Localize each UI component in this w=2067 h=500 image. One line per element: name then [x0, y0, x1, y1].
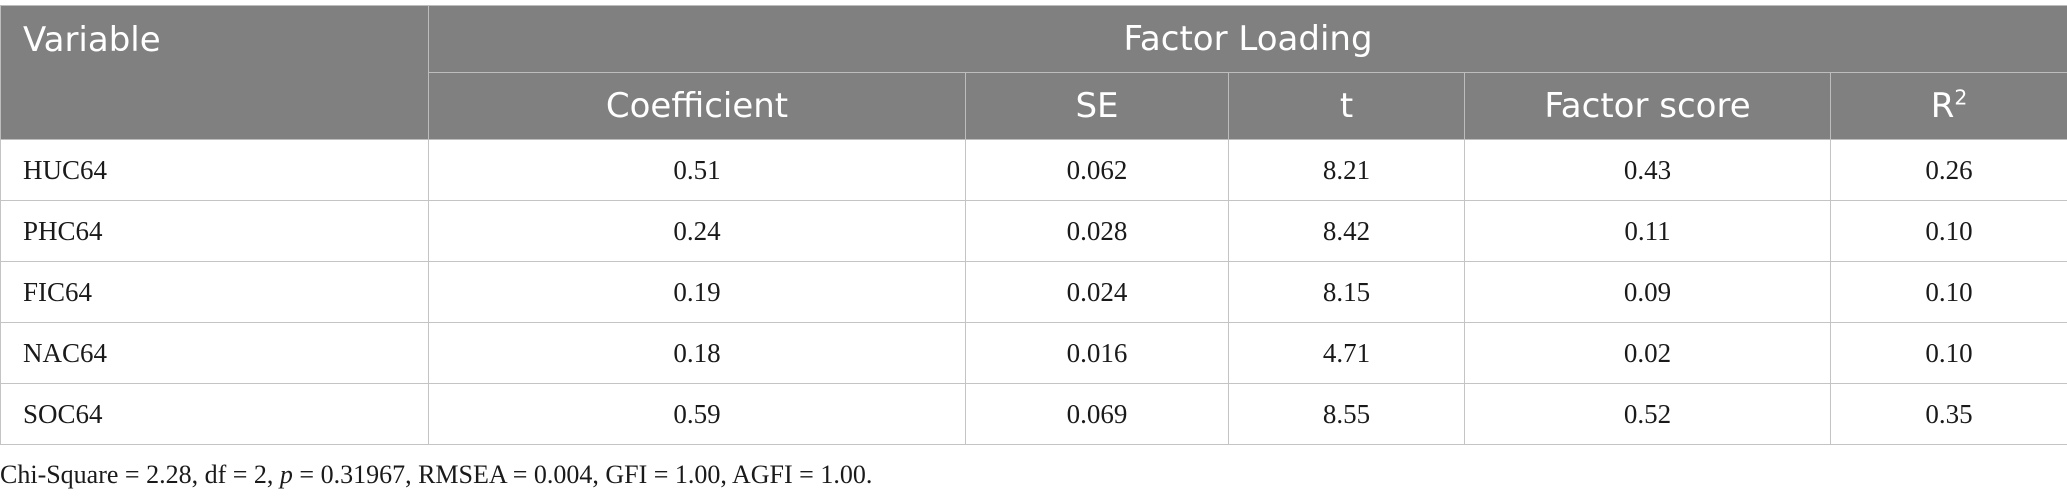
cell-variable: NAC64 — [0, 322, 429, 384]
footnote-p-symbol: p — [279, 460, 293, 489]
cell-t: 8.21 — [1228, 139, 1465, 201]
header-row-1: Variable Factor Loading — [0, 5, 2067, 140]
cell-se: 0.028 — [965, 200, 1229, 262]
header-factor-score: Factor score — [1464, 72, 1831, 140]
table-row: HUC64 0.51 0.062 8.21 0.43 0.26 — [0, 139, 2067, 201]
cell-t: 8.42 — [1228, 200, 1465, 262]
cell-se: 0.062 — [965, 139, 1229, 201]
cell-variable: SOC64 — [0, 383, 429, 445]
factor-loading-table: Variable Factor Loading Coefficient SE t… — [0, 5, 2067, 445]
cell-se: 0.016 — [965, 322, 1229, 384]
cell-coefficient: 0.19 — [428, 261, 966, 323]
table-row: PHC64 0.24 0.028 8.42 0.11 0.10 — [0, 200, 2067, 262]
header-r2: R2 — [1829, 72, 2067, 140]
cell-r2: 0.10 — [1829, 200, 2067, 262]
header-factor-loading: Factor Loading — [427, 5, 2067, 73]
cell-r2: 0.26 — [1829, 139, 2067, 201]
cell-factor-score: 0.43 — [1464, 139, 1831, 201]
table-row: NAC64 0.18 0.016 4.71 0.02 0.10 — [0, 322, 2067, 384]
cell-coefficient: 0.51 — [428, 139, 966, 201]
header-r2-superscript: 2 — [1954, 85, 1968, 110]
header-se: SE — [965, 72, 1229, 140]
cell-t: 8.15 — [1228, 261, 1465, 323]
header-t: t — [1228, 72, 1465, 140]
table-row: FIC64 0.19 0.024 8.15 0.09 0.10 — [0, 261, 2067, 323]
cell-variable: PHC64 — [0, 200, 429, 262]
cell-coefficient: 0.18 — [428, 322, 966, 384]
header-r2-base: R — [1930, 86, 1955, 126]
cell-r2: 0.10 — [1829, 261, 2067, 323]
table-footnote: Chi-Square = 2.28, df = 2, p = 0.31967, … — [0, 460, 872, 490]
header-coefficient: Coefficient — [428, 72, 966, 140]
footnote-text-start: Chi-Square = 2.28, df = 2, — [0, 460, 280, 489]
cell-variable: FIC64 — [0, 261, 429, 323]
cell-r2: 0.10 — [1829, 322, 2067, 384]
cell-t: 8.55 — [1228, 383, 1465, 445]
cell-coefficient: 0.24 — [428, 200, 966, 262]
cell-coefficient: 0.59 — [428, 383, 966, 445]
cell-r2: 0.35 — [1829, 383, 2067, 445]
header-variable: Variable — [0, 5, 429, 140]
cell-factor-score: 0.11 — [1464, 200, 1831, 262]
cell-se: 0.024 — [965, 261, 1229, 323]
cell-variable: HUC64 — [0, 139, 429, 201]
cell-factor-score: 0.09 — [1464, 261, 1831, 323]
header-row-2: Coefficient SE t Factor score R2 — [1, 72, 2067, 140]
cell-t: 4.71 — [1228, 322, 1465, 384]
cell-se: 0.069 — [965, 383, 1229, 445]
cell-factor-score: 0.52 — [1464, 383, 1831, 445]
footnote-text-end: = 0.31967, RMSEA = 0.004, GFI = 1.00, AG… — [292, 460, 873, 489]
table-row: SOC64 0.59 0.069 8.55 0.52 0.35 — [0, 383, 2067, 445]
cell-factor-score: 0.02 — [1464, 322, 1831, 384]
